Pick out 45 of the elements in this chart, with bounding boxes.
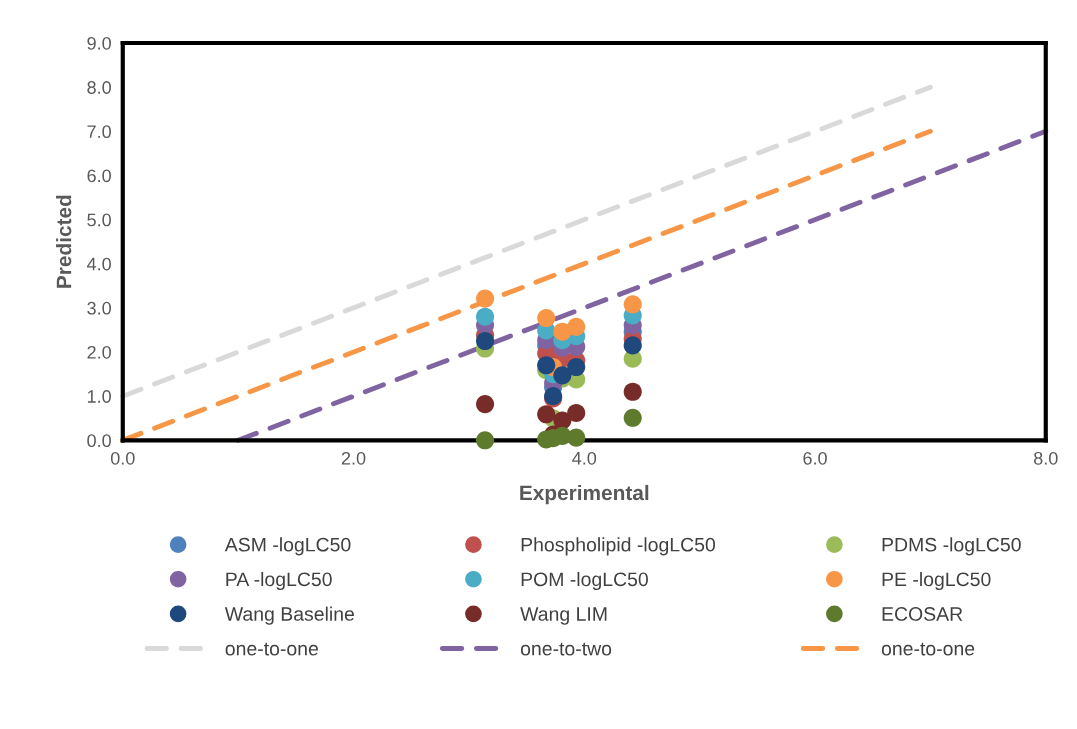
point <box>567 428 586 447</box>
point <box>476 289 495 308</box>
point <box>623 382 642 401</box>
legend-label: PA -logLC50 <box>226 571 332 591</box>
legend-label: one-to-two <box>520 642 612 656</box>
y-tick-label: 7.0 <box>87 125 111 139</box>
legend-label: ASM -logLC50 <box>224 537 351 556</box>
y-axis-title: Predicted <box>56 195 72 288</box>
point <box>476 431 495 450</box>
y-tick-label: 3.0 <box>87 301 111 315</box>
y-tick-label: 0.0 <box>87 434 111 448</box>
point <box>476 331 495 351</box>
y-tick-label: 2.0 <box>87 345 111 359</box>
x-tick-label: 4.0 <box>572 451 597 465</box>
x-axis-title: Experimental <box>520 484 649 505</box>
point <box>537 405 556 424</box>
x-tick-label: 2.0 <box>341 451 366 465</box>
x-tick-label: 8.0 <box>1034 451 1058 465</box>
legend-label: one-to-one <box>881 642 975 656</box>
y-tick-label: 8.0 <box>87 81 111 94</box>
point <box>623 408 642 427</box>
point <box>567 403 586 422</box>
point <box>623 295 642 314</box>
point <box>537 308 556 328</box>
point <box>537 356 556 375</box>
legend-label: one-to-one <box>225 642 318 656</box>
point <box>567 357 586 377</box>
legend-label: POM -logLC50 <box>521 571 648 591</box>
x-tick-label: 6.0 <box>803 451 827 465</box>
x-tick-label: 0.0 <box>110 451 135 465</box>
legend-label: Phospholipid -logLC50 <box>521 537 716 556</box>
legend-label: Wang Baseline <box>224 606 354 625</box>
y-tick-label: 9.0 <box>87 36 111 50</box>
y-tick-label: 1.0 <box>87 390 111 403</box>
y-tick-label: 4.0 <box>86 257 111 271</box>
point <box>623 336 642 355</box>
legend-label: Wang LIM <box>520 607 607 625</box>
legend-label: PE -logLC50 <box>882 571 991 591</box>
legend-label: ECOSAR <box>882 607 963 621</box>
point <box>476 307 495 326</box>
point <box>476 395 495 414</box>
legend-label: PDMS -logLC50 <box>882 537 1021 556</box>
y-tick-label: 5.0 <box>87 213 111 227</box>
y-tick-label: 6.0 <box>87 169 111 183</box>
point <box>567 317 586 336</box>
